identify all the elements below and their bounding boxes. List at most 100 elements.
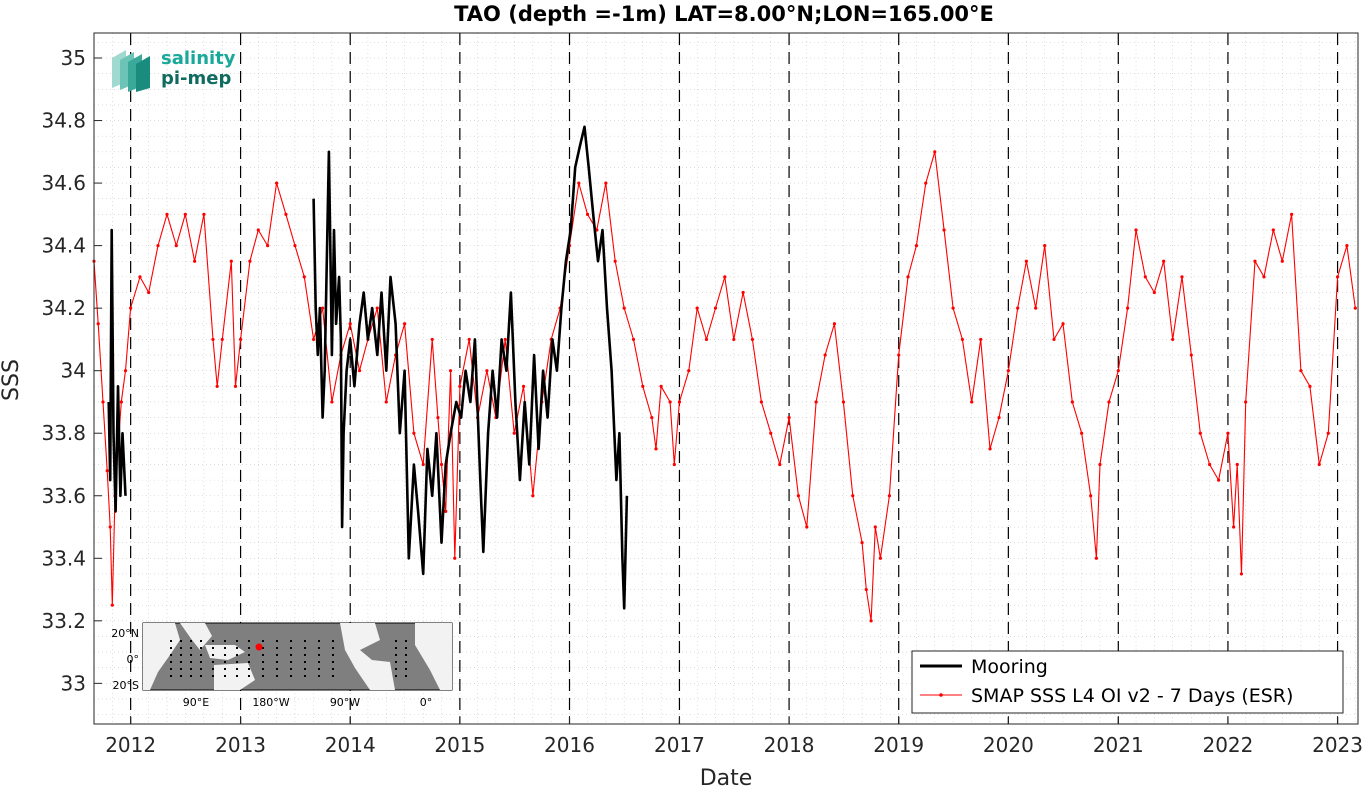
series-point [108, 525, 112, 529]
legend-label-mooring: Mooring [971, 656, 1048, 678]
series-point [960, 337, 964, 342]
series-point [869, 619, 873, 623]
series-point [1335, 275, 1340, 279]
mooring-dot [395, 675, 397, 677]
series-point [1152, 290, 1156, 295]
mooring-dot [262, 661, 264, 663]
series-point [1134, 228, 1138, 232]
mooring-dot [224, 654, 226, 656]
series-point [1180, 275, 1184, 279]
series-point [631, 337, 636, 342]
series-point [677, 400, 682, 404]
inset-lon-label-0: 0° [420, 696, 433, 709]
series-point [1171, 337, 1175, 342]
y-tick-label: 33.4 [41, 546, 86, 570]
inset-map-land-maritime [205, 645, 245, 660]
series-point [873, 525, 877, 529]
mooring-dot [262, 654, 264, 656]
mooring-dot [262, 675, 264, 677]
series-point [275, 181, 279, 185]
series-point [1070, 400, 1074, 404]
series-point [1143, 275, 1147, 279]
series-point [138, 275, 142, 279]
series-point [1094, 556, 1098, 560]
y-tick-label: 35 [61, 46, 86, 70]
mooring-dot [180, 640, 182, 642]
series-point [750, 337, 755, 342]
y-tick-label: 34.4 [41, 234, 86, 258]
series-point [147, 290, 151, 295]
mooring-dot [200, 640, 202, 642]
y-tick-label: 33.6 [41, 484, 86, 508]
series-point [841, 400, 846, 404]
mooring-dot [405, 647, 407, 649]
series-point [211, 337, 215, 342]
series-point [96, 322, 100, 326]
mooring-dot [332, 675, 334, 677]
inset-lon-label-90w: 90°W [330, 696, 360, 709]
series-point [1262, 275, 1266, 279]
series-point [650, 415, 654, 420]
mooring-dot [332, 640, 334, 642]
series-point [402, 322, 407, 326]
mooring-dot [276, 668, 278, 670]
series-point [897, 353, 901, 357]
series-point [233, 384, 238, 388]
series-point [238, 337, 243, 342]
series-point [1198, 431, 1202, 435]
series-point [444, 509, 448, 513]
series-point [654, 447, 658, 451]
x-tick-label: 2023 [1312, 733, 1363, 757]
series-point [348, 322, 352, 326]
x-tick-label: 2015 [434, 733, 485, 757]
y-tick-label: 34.8 [41, 109, 86, 133]
y-tick-label: 33.2 [41, 609, 86, 633]
mooring-dot [236, 668, 238, 670]
x-tick-label: 2013 [215, 733, 266, 757]
mooring-dot [248, 654, 250, 656]
mooring-dot [200, 647, 202, 649]
series-point [467, 337, 471, 342]
series-point [1098, 462, 1102, 467]
series-point [229, 259, 233, 263]
series-point [1244, 400, 1248, 404]
series-point [439, 462, 444, 467]
mooring-dot [236, 647, 238, 649]
series-point [119, 400, 123, 404]
mooring-dot [318, 668, 320, 670]
mooring-dot [212, 661, 214, 663]
series-point [1107, 400, 1111, 404]
series-smap [92, 150, 1357, 623]
mooring-dot [248, 675, 250, 677]
series-point [503, 337, 507, 342]
mooring-dot [276, 647, 278, 649]
mooring-dot [395, 647, 397, 649]
series-point [823, 353, 827, 357]
series-point [641, 384, 645, 388]
series-point [860, 541, 864, 545]
series-point [1126, 306, 1130, 310]
x-tick-label: 2014 [325, 733, 376, 757]
series-point [914, 244, 919, 248]
series-point [430, 337, 434, 342]
series-point [453, 556, 457, 560]
series-point [723, 275, 727, 279]
series-point [1235, 462, 1239, 467]
inset-lon-label-90e: 90°E [183, 696, 209, 709]
x-tick-label: 2017 [654, 733, 705, 757]
series-point [622, 306, 626, 310]
mooring-dot [405, 668, 407, 670]
series-point [1271, 228, 1275, 232]
series-point [1299, 369, 1303, 373]
inset-lon-label-180w: 180°W [252, 696, 289, 709]
series-point [1162, 259, 1166, 263]
series-point [672, 462, 676, 467]
mooring-dot [395, 668, 397, 670]
series-point [924, 181, 928, 185]
mooring-dot [236, 654, 238, 656]
series-point [1226, 431, 1230, 435]
series-point [1043, 244, 1047, 248]
mooring-dot [262, 668, 264, 670]
series-point [1016, 306, 1020, 310]
chart-title: TAO (depth =-1m) LAT=8.00°N;LON=165.00°E [454, 2, 994, 26]
